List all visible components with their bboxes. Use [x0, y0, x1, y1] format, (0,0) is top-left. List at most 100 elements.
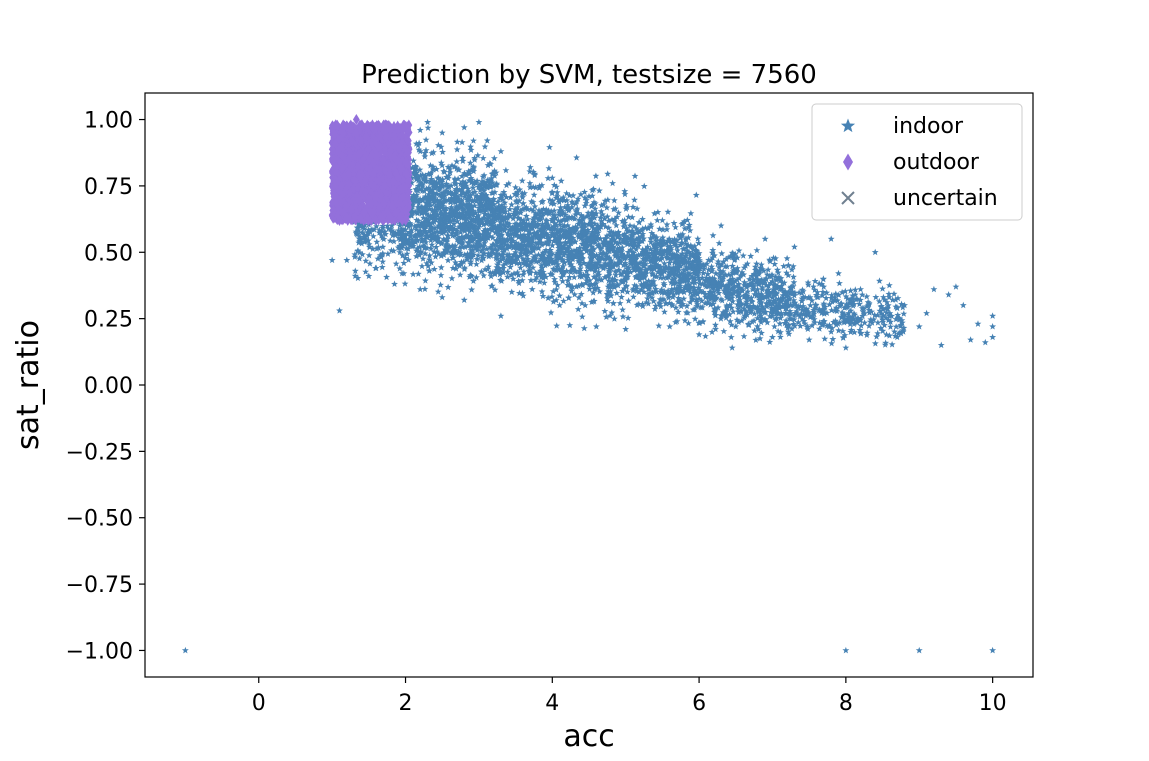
indoor-cloud-point-3251 — [721, 263, 729, 270]
indoor-cloud-point-2913 — [606, 282, 614, 289]
indoor-cloud-point-2082 — [499, 243, 506, 251]
indoor-cloud-point-3424 — [697, 261, 704, 269]
indoor-cloud-point-1955 — [518, 234, 526, 242]
indoor-cloud-point-1490 — [508, 288, 516, 295]
indoor-cloud-point-215 — [478, 242, 486, 249]
indoor-cloud-point-3476 — [698, 297, 706, 304]
indoor-cloud-point-769 — [427, 212, 435, 219]
indoor-cloud-point-1162 — [524, 215, 532, 223]
indoor-cloud-point-3448 — [754, 275, 762, 283]
indoor-cloud-point-2003 — [562, 239, 570, 247]
indoor-cloud-point-3692 — [828, 291, 836, 299]
indoor-cloud-point-3750 — [886, 312, 894, 320]
indoor-cloud-point-280 — [431, 236, 439, 243]
indoor-cloud-point-2839 — [634, 242, 642, 250]
indoor-cloud-point-1306 — [535, 244, 543, 251]
indoor-cloud-point-3134 — [742, 262, 749, 269]
indoor-cloud-point-3156 — [709, 246, 717, 254]
indoor-cloud-point-1173 — [527, 206, 535, 213]
indoor-cloud-point-3795 — [874, 311, 881, 319]
indoor-cloud-point-630 — [429, 219, 436, 226]
indoor-cloud-point-3209 — [728, 321, 735, 328]
indoor-cloud-point-1921 — [553, 258, 560, 266]
indoor-cloud-point-800 — [454, 217, 461, 225]
indoor-cloud-point-592 — [416, 251, 423, 259]
indoor-cloud-point-207 — [437, 159, 445, 166]
indoor-cloud-point-3363 — [785, 321, 793, 329]
indoor-cloud-point-405 — [437, 181, 445, 188]
indoor-cloud-point-1637 — [578, 299, 586, 307]
indoor-cloud-point-445 — [442, 182, 450, 189]
indoor-cloud-point-2099 — [587, 263, 595, 270]
indoor-cloud-point-3888 — [386, 237, 394, 244]
indoor-cloud-point-852 — [487, 272, 495, 280]
indoor-marked-point-11 — [438, 293, 446, 301]
indoor-cloud-point-2074 — [528, 257, 536, 265]
indoor-cloud-point-3280 — [743, 300, 751, 307]
indoor-cloud-point-3323 — [733, 254, 741, 261]
indoor-cloud-point-2775 — [650, 277, 658, 285]
indoor-cloud-point-698 — [418, 262, 426, 270]
indoor-cloud-point-3943 — [395, 227, 403, 234]
indoor-cloud-point-1521 — [508, 256, 516, 263]
indoor-cloud-point-1323 — [545, 164, 553, 172]
indoor-cloud-point-3408 — [736, 289, 744, 296]
indoor-cloud-point-3252 — [715, 289, 723, 297]
indoor-cloud-point-989 — [459, 220, 467, 227]
indoor-cloud-point-3785 — [849, 292, 857, 299]
indoor-cloud-point-3538 — [874, 329, 882, 337]
indoor-cloud-point-3722 — [833, 319, 840, 326]
indoor-cloud-point-1264 — [526, 168, 534, 175]
indoor-cloud-point-2794 — [676, 280, 684, 287]
indoor-cloud-point-1992 — [529, 218, 537, 225]
indoor-cloud-point-2140 — [625, 213, 632, 220]
indoor-cloud-point-3281 — [776, 277, 784, 284]
indoor-cloud-point-1095 — [421, 227, 429, 235]
indoor-cloud-point-3643 — [876, 277, 883, 284]
indoor-cloud-point-2555 — [682, 240, 690, 247]
indoor-cloud-point-2020 — [560, 242, 568, 250]
indoor-cloud-point-3913 — [363, 237, 371, 244]
indoor-cloud-point-3666 — [806, 301, 814, 309]
indoor-cloud-point-3045 — [783, 269, 790, 276]
indoor-cloud-point-950 — [452, 207, 460, 215]
indoor-cloud-point-1588 — [512, 184, 519, 191]
indoor-marked-point-52 — [915, 323, 923, 330]
indoor-cloud-point-3035 — [748, 297, 755, 305]
indoor-cloud-point-588 — [445, 196, 453, 203]
indoor-cloud-point-1029 — [486, 203, 494, 210]
indoor-cloud-point-1021 — [473, 260, 480, 268]
indoor-cloud-point-3486 — [788, 266, 796, 273]
indoor-cloud-point-3555 — [884, 301, 892, 309]
indoor-marked-point-42 — [923, 309, 930, 317]
indoor-cloud-point-1982 — [535, 206, 543, 214]
indoor-cloud-point-3687 — [883, 309, 891, 316]
indoor-cloud-point-1238 — [491, 188, 499, 196]
indoor-cloud-point-993 — [485, 211, 492, 218]
indoor-cloud-point-828 — [426, 233, 434, 240]
indoor-cloud-point-1919 — [572, 200, 580, 207]
indoor-cloud-point-3778 — [840, 317, 848, 325]
indoor-cloud-point-3224 — [784, 324, 792, 331]
indoor-cloud-point-2091 — [588, 222, 596, 230]
indoor-cloud-point-2800 — [615, 253, 622, 260]
indoor-cloud-point-3233 — [742, 291, 749, 299]
indoor-cloud-point-3776 — [800, 317, 808, 325]
indoor-cloud-point-3217 — [774, 266, 781, 273]
indoor-cloud-point-3732 — [844, 318, 852, 325]
indoor-cloud-point-3746 — [818, 321, 826, 328]
indoor-cloud-point-2663 — [616, 256, 623, 264]
indoor-cloud-point-3694 — [839, 327, 847, 335]
indoor-cloud-point-219 — [472, 273, 480, 281]
indoor-cloud-point-2536 — [604, 291, 611, 298]
indoor-marked-point-56 — [886, 309, 894, 317]
indoor-cloud-point-2385 — [616, 299, 624, 307]
indoor-cloud-point-3767 — [835, 327, 843, 334]
indoor-cloud-point-2936 — [682, 252, 690, 259]
indoor-cloud-point-3306 — [777, 309, 785, 317]
indoor-cloud-point-673 — [478, 268, 485, 275]
indoor-cloud-point-3793 — [794, 318, 802, 326]
indoor-cloud-point-2571 — [691, 306, 698, 313]
indoor-cloud-point-2164 — [683, 302, 691, 310]
indoor-cloud-point-3407 — [743, 309, 750, 316]
